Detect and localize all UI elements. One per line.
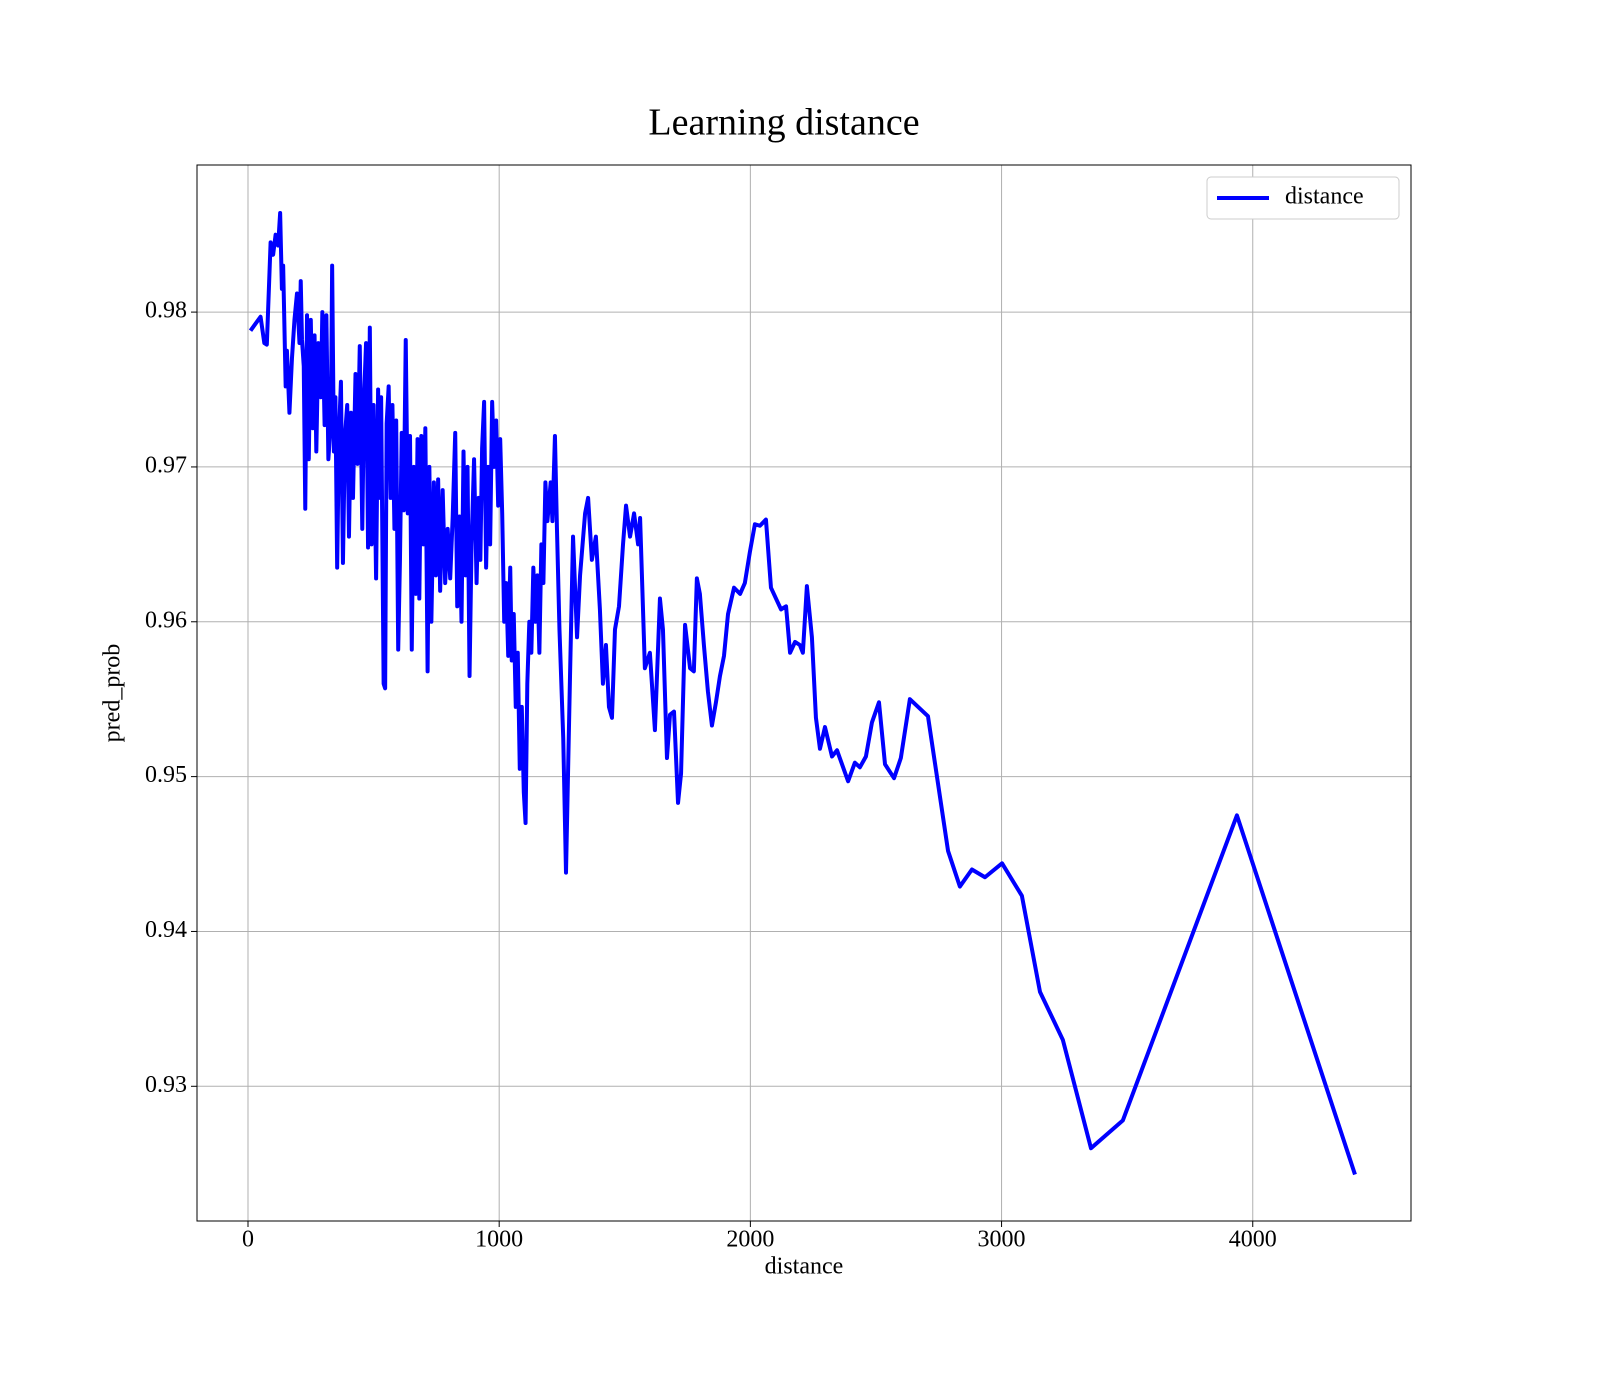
legend-label: distance [1285, 184, 1364, 210]
y-tick-label: 0.97 [145, 452, 187, 478]
plot-frame [196, 164, 1412, 1222]
legend-box [1206, 176, 1400, 220]
x-tick-label: 1000 [475, 1227, 523, 1253]
line-series [248, 211, 1357, 1176]
x-tick-label: 2000 [726, 1227, 774, 1253]
x-axis-label: distance [765, 1254, 844, 1280]
y-tick-label: 0.95 [145, 762, 187, 788]
y-tick-label: 0.94 [145, 917, 187, 943]
y-tick-label: 0.96 [145, 607, 187, 633]
x-tick-label: 4000 [1229, 1227, 1277, 1253]
x-tick-label: 0 [242, 1227, 254, 1253]
y-tick-label: 0.93 [145, 1072, 187, 1098]
chart-title: Learning distance [648, 102, 919, 144]
y-axis-label: pred_prob [100, 644, 126, 743]
x-tick-label: 3000 [978, 1227, 1026, 1253]
y-tick-label: 0.98 [145, 298, 187, 324]
